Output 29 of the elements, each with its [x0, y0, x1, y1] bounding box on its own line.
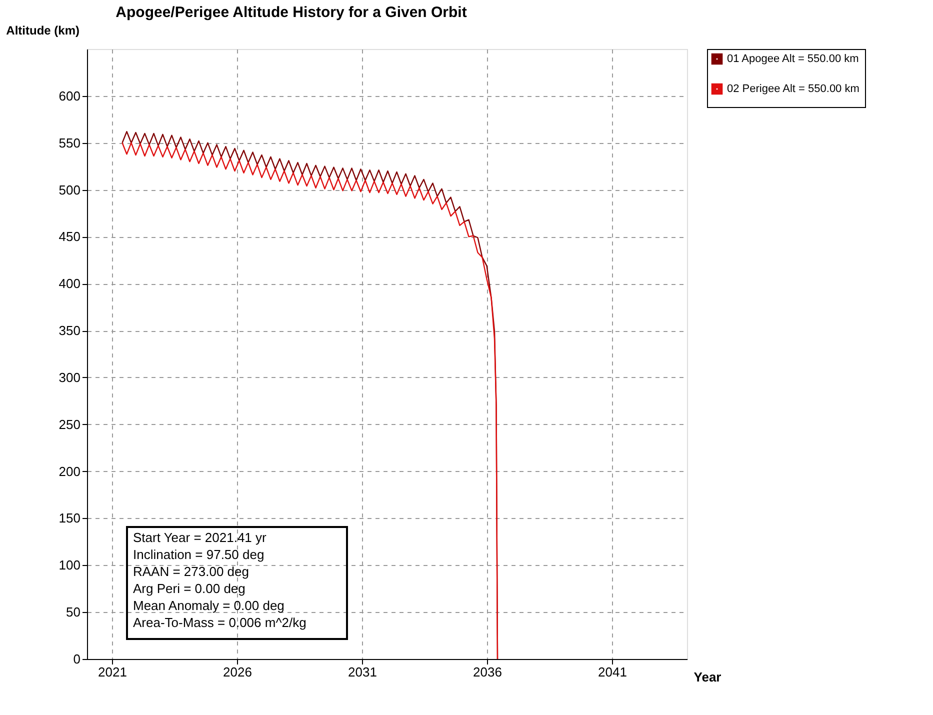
x-tick-label: 2021: [98, 664, 127, 680]
x-tick-label: 2041: [598, 664, 627, 680]
y-tick-label: 600: [58, 88, 80, 104]
y-tick-label: 250: [58, 416, 80, 432]
y-tick-label: 350: [58, 323, 80, 338]
y-tick-label: 400: [58, 276, 80, 292]
annotation: Inclination = 97.50 deg: [133, 547, 264, 562]
annotation: Arg Peri = 0.00 deg: [133, 581, 246, 596]
annotation: Area-To-Mass = 0.006 m^2/kg: [133, 615, 306, 630]
legend-label: 02 Perigee Alt = 550.00 km: [727, 83, 860, 95]
y-tick-label: 50: [66, 604, 80, 620]
annotation: RAAN = 273.00 deg: [133, 564, 249, 579]
x-tick-label: 2031: [348, 664, 377, 680]
y-tick-label: 550: [58, 135, 80, 150]
annotation: Mean Anomaly = 0.00 deg: [133, 598, 284, 613]
y-tick-label: 500: [58, 182, 80, 198]
y-tick-label: 450: [58, 229, 80, 244]
y-tick-label: 0: [73, 652, 80, 666]
y-tick-label: 100: [58, 558, 80, 573]
y-tick-label: 300: [58, 370, 80, 385]
x-axis-title: Year: [694, 670, 722, 684]
legend-label: 01 Apogee Alt = 550.00 km: [727, 53, 859, 65]
y-tick-label: 150: [58, 510, 80, 526]
chart-title: Apogee/Perigee Altitude History for a Given Orbit: [116, 4, 467, 21]
y-axis-title: Altitude (km): [6, 24, 80, 38]
y-tick-label: 200: [58, 464, 80, 479]
x-tick-label: 2036: [473, 664, 502, 680]
x-tick-label: 2026: [223, 664, 252, 680]
annotation: Start Year = 2021.41 yr: [133, 530, 268, 545]
